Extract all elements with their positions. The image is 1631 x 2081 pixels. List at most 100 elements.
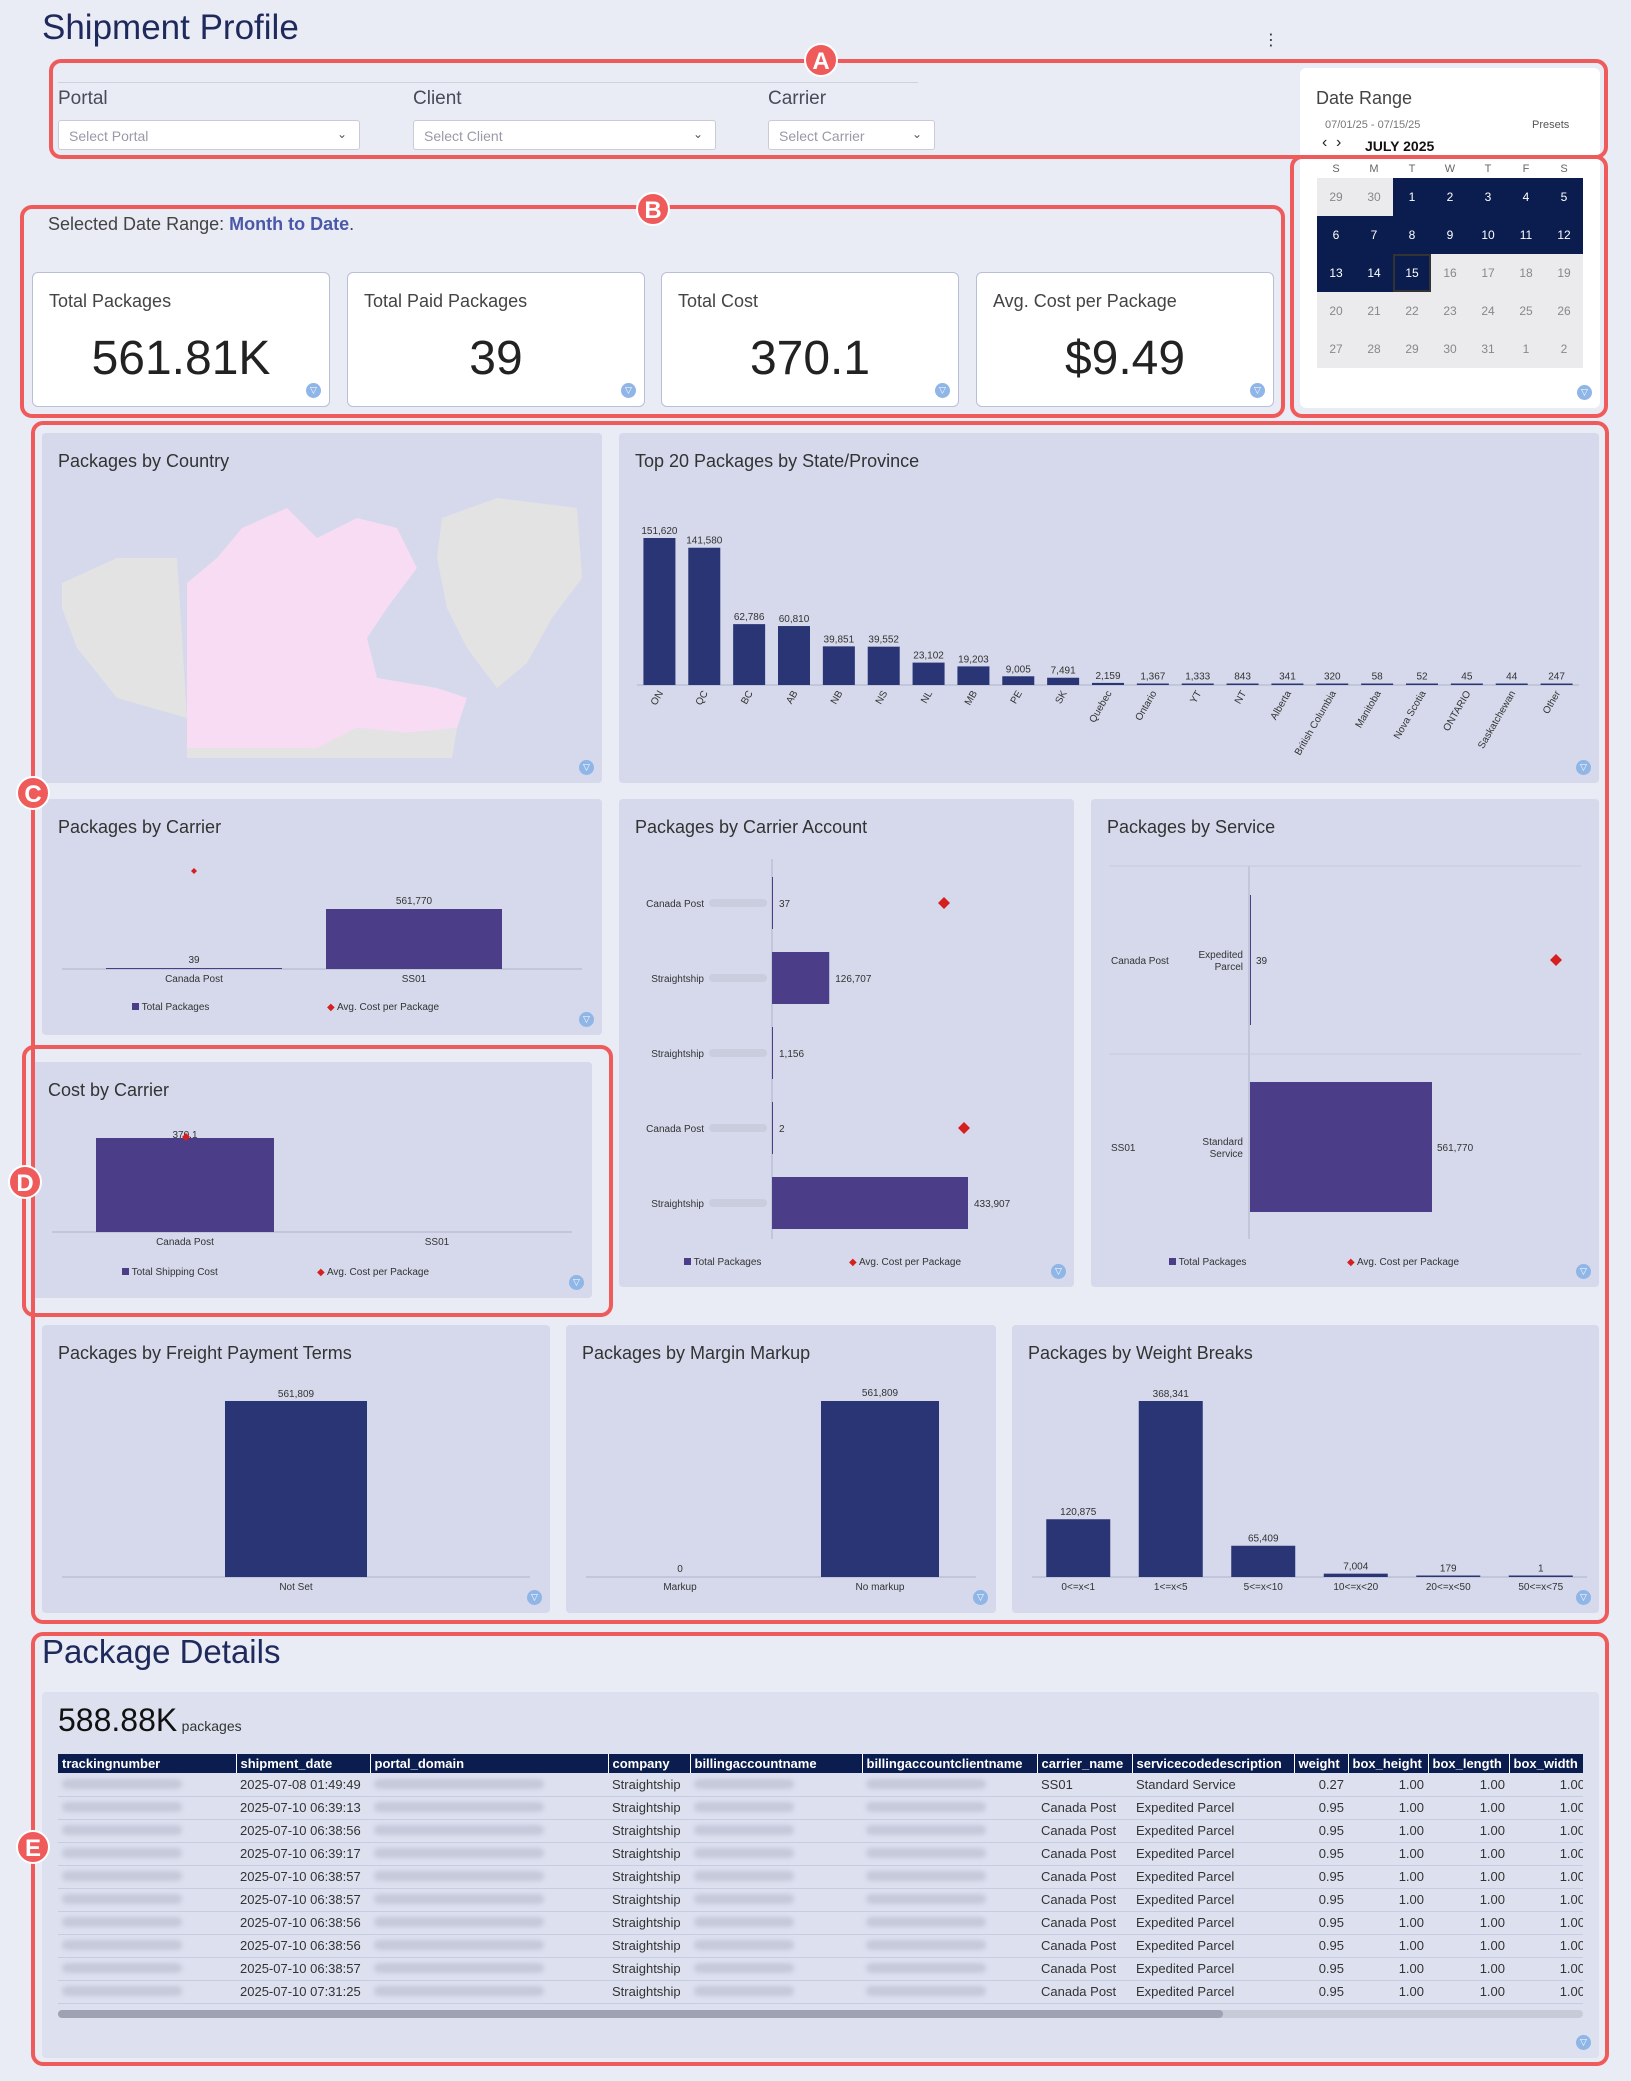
- calendar-day[interactable]: 29: [1393, 330, 1431, 368]
- filter-icon[interactable]: ▽: [306, 383, 321, 398]
- redacted-cell: [866, 1894, 986, 1904]
- calendar-day[interactable]: 10: [1469, 216, 1507, 254]
- column-header[interactable]: box_width: [1509, 1754, 1583, 1773]
- calendar-day[interactable]: 7: [1355, 216, 1393, 254]
- calendar-day[interactable]: 13: [1317, 254, 1355, 292]
- carrier-account-chart[interactable]: 37 Canada Post 126,707 Straightship 1,156 Str…: [619, 799, 1074, 1287]
- calendar-day[interactable]: 14: [1355, 254, 1393, 292]
- calendar-day[interactable]: 6: [1317, 216, 1355, 254]
- calendar-day[interactable]: 21: [1355, 292, 1393, 330]
- table-row[interactable]: 2025-07-10 06:39:17 Straightship Canada Po…: [58, 1842, 1583, 1866]
- calendar-day[interactable]: 8: [1393, 216, 1431, 254]
- calendar-day[interactable]: 27: [1317, 330, 1355, 368]
- column-header[interactable]: billingaccountclientname: [862, 1754, 1038, 1773]
- freight-chart[interactable]: 561,809 Not Set: [42, 1325, 550, 1613]
- filter-icon[interactable]: ▽: [1576, 1590, 1591, 1605]
- calendar-day[interactable]: 26: [1545, 292, 1583, 330]
- column-header[interactable]: company: [608, 1754, 691, 1773]
- table-row[interactable]: 2025-07-08 01:49:49 Straightship SS01 Stand…: [58, 1773, 1583, 1797]
- tick-label: 1<=x<5: [1154, 1582, 1188, 1593]
- calendar-day[interactable]: 20: [1317, 292, 1355, 330]
- table-row[interactable]: 2025-07-10 06:38:56 Straightship Canada Po…: [58, 1934, 1583, 1958]
- calendar-day[interactable]: 16: [1431, 254, 1469, 292]
- table-row[interactable]: 2025-07-10 06:39:13 Straightship Canada Po…: [58, 1796, 1583, 1820]
- column-header[interactable]: carrier_name: [1037, 1754, 1133, 1773]
- filter-icon[interactable]: ▽: [1576, 760, 1591, 775]
- table-row[interactable]: 2025-07-10 06:38:56 Straightship Canada Po…: [58, 1819, 1583, 1843]
- column-header[interactable]: portal_domain: [370, 1754, 609, 1773]
- presets-button[interactable]: Presets: [1532, 119, 1570, 131]
- filter-icon[interactable]: ▽: [1577, 385, 1592, 400]
- filter-icon[interactable]: ▽: [1250, 383, 1265, 398]
- weekday-label: S: [1332, 163, 1340, 175]
- data-label: 45: [1461, 672, 1473, 683]
- state-chart[interactable]: 151,620ON141,580QC62,786BC60,810AB39,851…: [619, 433, 1599, 783]
- column-header[interactable]: box_height: [1348, 1754, 1429, 1773]
- calendar-day[interactable]: 30: [1355, 178, 1393, 216]
- filter-icon[interactable]: ▽: [579, 1012, 594, 1027]
- calendar-day[interactable]: 2: [1545, 330, 1583, 368]
- column-header[interactable]: billingaccountname: [690, 1754, 863, 1773]
- calendar-day[interactable]: 2: [1431, 178, 1469, 216]
- table-row[interactable]: 2025-07-10 06:38:56 Straightship Canada Po…: [58, 1911, 1583, 1935]
- redacted-cell: [866, 1871, 986, 1881]
- column-header[interactable]: shipment_date: [236, 1754, 371, 1773]
- calendar-day[interactable]: 25: [1507, 292, 1545, 330]
- calendar-day[interactable]: 29: [1317, 178, 1355, 216]
- margin-chart[interactable]: 0 Markup 561,809 No markup: [566, 1325, 996, 1613]
- details-table-wrap[interactable]: trackingnumber shipment_date portal_domain…: [58, 1754, 1583, 2009]
- calendar-day[interactable]: 1: [1393, 178, 1431, 216]
- calendar-day[interactable]: 1: [1507, 330, 1545, 368]
- filter-icon[interactable]: ▽: [1051, 1264, 1066, 1279]
- carrier-chart[interactable]: 39 Canada Post 561,770 SS01: [42, 799, 602, 1035]
- calendar-day[interactable]: 4: [1507, 178, 1545, 216]
- legend-label: Avg. Cost per Package: [1356, 1257, 1460, 1268]
- carrier-select[interactable]: Select Carrier ⌄: [768, 120, 935, 150]
- calendar-day[interactable]: 22: [1393, 292, 1431, 330]
- client-select[interactable]: Select Client ⌄: [413, 120, 716, 150]
- calendar-day[interactable]: 15: [1393, 254, 1431, 292]
- calendar-day[interactable]: 31: [1469, 330, 1507, 368]
- calendar-day[interactable]: 19: [1545, 254, 1583, 292]
- prev-month-icon[interactable]: ‹: [1322, 134, 1328, 151]
- table-row[interactable]: 2025-07-10 07:31:25 Straightship Canada Po…: [58, 1980, 1583, 2004]
- filter-icon[interactable]: ▽: [1576, 2035, 1591, 2050]
- column-header[interactable]: box_length: [1428, 1754, 1510, 1773]
- weight-chart[interactable]: 120,875 0<=x<1 368,341 1<=x<5 65,409 5<=x<10 7…: [1012, 1325, 1599, 1613]
- calendar-day[interactable]: 3: [1469, 178, 1507, 216]
- country-map[interactable]: [57, 488, 587, 758]
- calendar-grid[interactable]: S M T W T F S 29 30 1 2 3 4 5 6 7 8 9 10 11 12 13 14 15 16 17 18 19…: [1317, 160, 1583, 368]
- table-row[interactable]: 2025-07-10 06:38:57 Straightship Canada Po…: [58, 1888, 1583, 1912]
- more-icon[interactable]: ⋮: [1263, 32, 1279, 49]
- calendar-day[interactable]: 12: [1545, 216, 1583, 254]
- redacted-cell: [62, 1871, 182, 1881]
- calendar-day[interactable]: 30: [1431, 330, 1469, 368]
- calendar-day[interactable]: 11: [1507, 216, 1545, 254]
- filter-icon[interactable]: ▽: [1576, 1264, 1591, 1279]
- table-row[interactable]: 2025-07-10 06:38:57 Straightship Canada Po…: [58, 1957, 1583, 1981]
- calendar-day[interactable]: 17: [1469, 254, 1507, 292]
- column-header[interactable]: weight: [1294, 1754, 1349, 1773]
- calendar-day[interactable]: 18: [1507, 254, 1545, 292]
- next-month-icon[interactable]: ›: [1336, 134, 1342, 151]
- calendar-day[interactable]: 5: [1545, 178, 1583, 216]
- filter-icon[interactable]: ▽: [527, 1590, 542, 1605]
- filter-icon[interactable]: ▽: [621, 383, 636, 398]
- calendar-day[interactable]: 24: [1469, 292, 1507, 330]
- table-row[interactable]: 2025-07-10 06:38:57 Straightship Canada Po…: [58, 1865, 1583, 1889]
- portal-select[interactable]: Select Portal ⌄: [58, 120, 360, 150]
- legend-total-shipping-cost: Total Shipping Cost: [122, 1267, 218, 1278]
- calendar-day[interactable]: 23: [1431, 292, 1469, 330]
- filter-icon[interactable]: ▽: [569, 1275, 584, 1290]
- filter-icon[interactable]: ▽: [579, 760, 594, 775]
- filter-icon[interactable]: ▽: [973, 1590, 988, 1605]
- scrollbar-thumb[interactable]: [58, 2010, 1223, 2018]
- horizontal-scrollbar[interactable]: [58, 2010, 1583, 2018]
- calendar-day[interactable]: 28: [1355, 330, 1393, 368]
- column-header[interactable]: trackingnumber: [58, 1754, 237, 1773]
- filter-icon[interactable]: ▽: [935, 383, 950, 398]
- column-header[interactable]: servicecodedescription: [1132, 1754, 1295, 1773]
- calendar-day[interactable]: 9: [1431, 216, 1469, 254]
